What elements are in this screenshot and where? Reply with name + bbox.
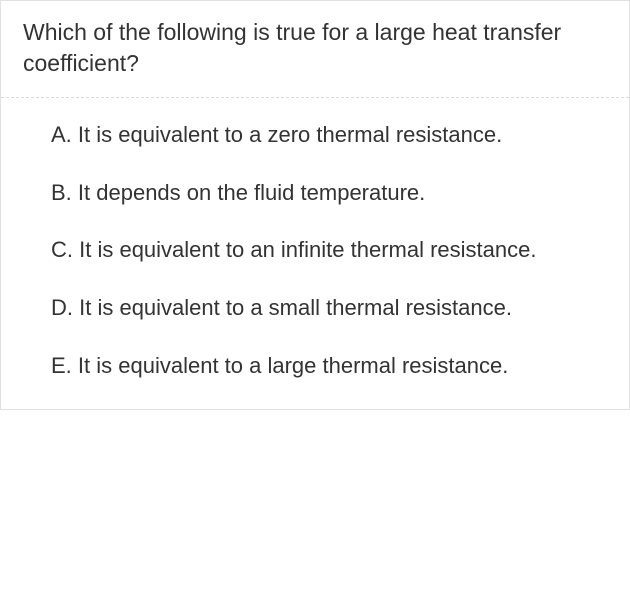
option-letter: B.	[51, 180, 72, 205]
option-text: It is equivalent to a large thermal resi…	[78, 353, 508, 378]
option-letter: A.	[51, 122, 72, 147]
option-d[interactable]: D. It is equivalent to a small thermal r…	[51, 293, 607, 323]
option-b[interactable]: B. It depends on the fluid temperature.	[51, 178, 607, 208]
option-e[interactable]: E. It is equivalent to a large thermal r…	[51, 351, 607, 381]
option-letter: D.	[51, 295, 73, 320]
question-block: Which of the following is true for a lar…	[1, 1, 629, 98]
option-letter: C.	[51, 237, 73, 262]
question-text: Which of the following is true for a lar…	[23, 17, 607, 79]
options-block: A. It is equivalent to a zero thermal re…	[1, 98, 629, 408]
option-text: It depends on the fluid temperature.	[78, 180, 425, 205]
option-text: It is equivalent to a small thermal resi…	[79, 295, 512, 320]
option-c[interactable]: C. It is equivalent to an infinite therm…	[51, 235, 607, 265]
question-card: Which of the following is true for a lar…	[0, 0, 630, 410]
option-text: It is equivalent to a zero thermal resis…	[78, 122, 502, 147]
option-letter: E.	[51, 353, 72, 378]
option-a[interactable]: A. It is equivalent to a zero thermal re…	[51, 120, 607, 150]
option-text: It is equivalent to an infinite thermal …	[79, 237, 536, 262]
